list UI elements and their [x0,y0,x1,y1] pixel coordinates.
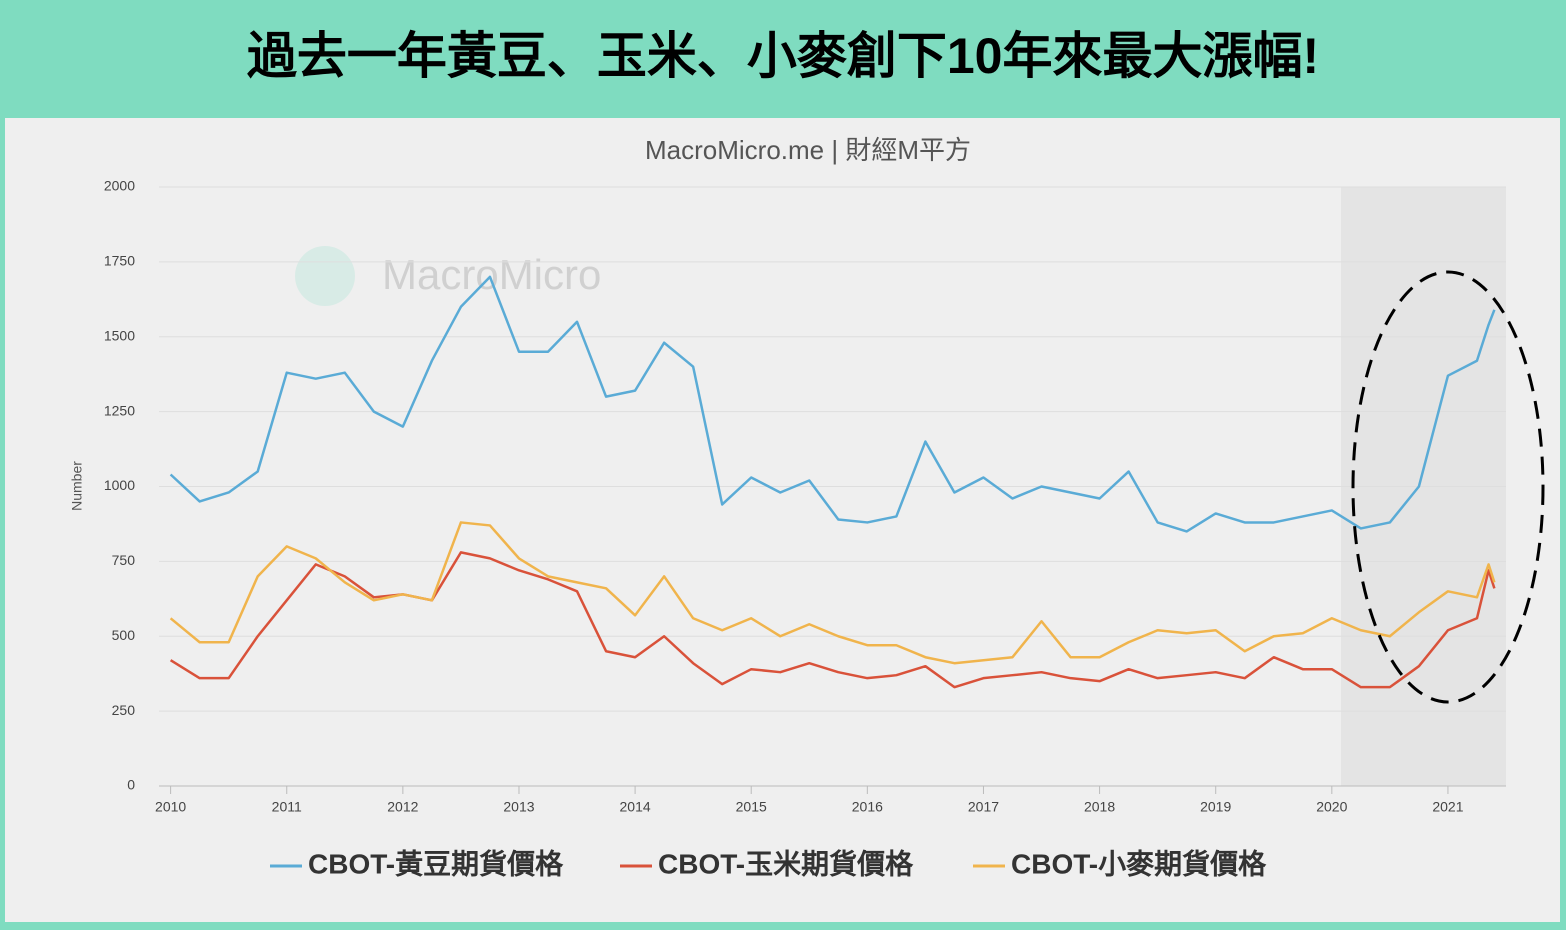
series-line [169,521,1496,665]
x-tick-label: 2019 [1200,799,1231,815]
chart-subtitle: MacroMicro.me | 財經M平方 [645,135,971,165]
watermark: MacroMicro [382,251,601,298]
plot-area: 0 250 500 750 1000 1250 1500 1750 2000 2010 2011 20… [104,178,1506,815]
y-tick-label: 0 [127,777,135,793]
watermark-logo [295,246,355,306]
y-tick-label: 250 [112,702,136,718]
y-tick-label: 750 [112,552,136,568]
y-tick-label: 500 [112,627,136,643]
chart-panel [5,118,1560,922]
legend-label: CBOT-小麥期貨價格 [1011,847,1267,879]
highlight-ellipse [1351,270,1545,704]
legend-label: CBOT-玉米期貨價格 [658,847,914,879]
x-tick-label: 2017 [968,799,999,815]
chart-title: 過去一年黃豆、玉米、小麥創下10年來最大漲幅! [247,28,1319,84]
y-tick-label: 1000 [104,477,135,493]
y-tick-label: 2000 [104,178,135,194]
x-tick-label: 2020 [1316,799,1347,815]
y-axis-label: Number [69,461,85,511]
x-tick-label: 2016 [852,799,883,815]
x-tick-label: 2012 [387,799,418,815]
y-tick-label: 1500 [104,327,135,343]
x-tick-label: 2011 [272,799,302,815]
x-tick-label: 2015 [736,799,767,815]
series-line [169,275,1496,533]
x-tick-label: 2013 [503,799,534,815]
legend-label: CBOT-黃豆期貨價格 [308,847,564,879]
y-tick-label: 1750 [104,253,135,269]
x-tick-label: 2010 [155,799,186,815]
x-tick-label: 2021 [1432,799,1463,815]
x-tick-label: 2014 [620,799,651,815]
y-tick-label: 1250 [104,402,135,418]
x-tick-label: 2018 [1084,799,1115,815]
